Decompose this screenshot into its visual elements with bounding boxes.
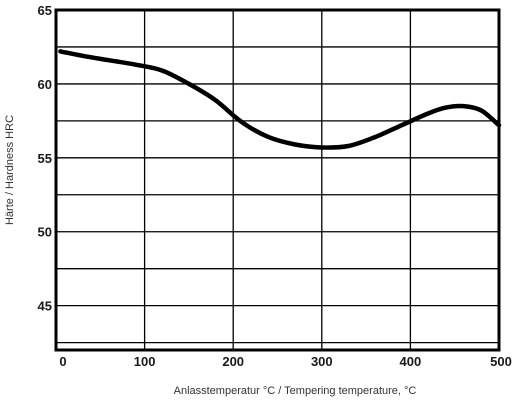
y-tick-label: 55: [38, 151, 52, 166]
x-tick-labels: 0 100 200 300 400 500: [59, 354, 511, 369]
x-tick-label: 200: [222, 354, 244, 369]
x-tick-label: 400: [400, 354, 422, 369]
x-tick-label: 300: [311, 354, 333, 369]
plot-frame: [54, 8, 501, 352]
y-tick-label: 60: [38, 77, 52, 92]
y-tick-labels: 45 50 55 60 65: [38, 3, 52, 314]
series-line-hardness: [58, 49, 502, 150]
x-tick-label: 0: [59, 354, 66, 369]
x-tick-label: 100: [134, 354, 156, 369]
x-tick-label: 500: [490, 354, 512, 369]
y-tick-label: 65: [38, 3, 52, 18]
y-tick-label: 50: [38, 225, 52, 240]
y-axis-label: Härte / Hardness HRC: [4, 115, 16, 225]
x-axis-label: Anlasstemperatur °C / Tempering temperat…: [174, 385, 417, 397]
y-tick-label: 45: [38, 299, 52, 314]
